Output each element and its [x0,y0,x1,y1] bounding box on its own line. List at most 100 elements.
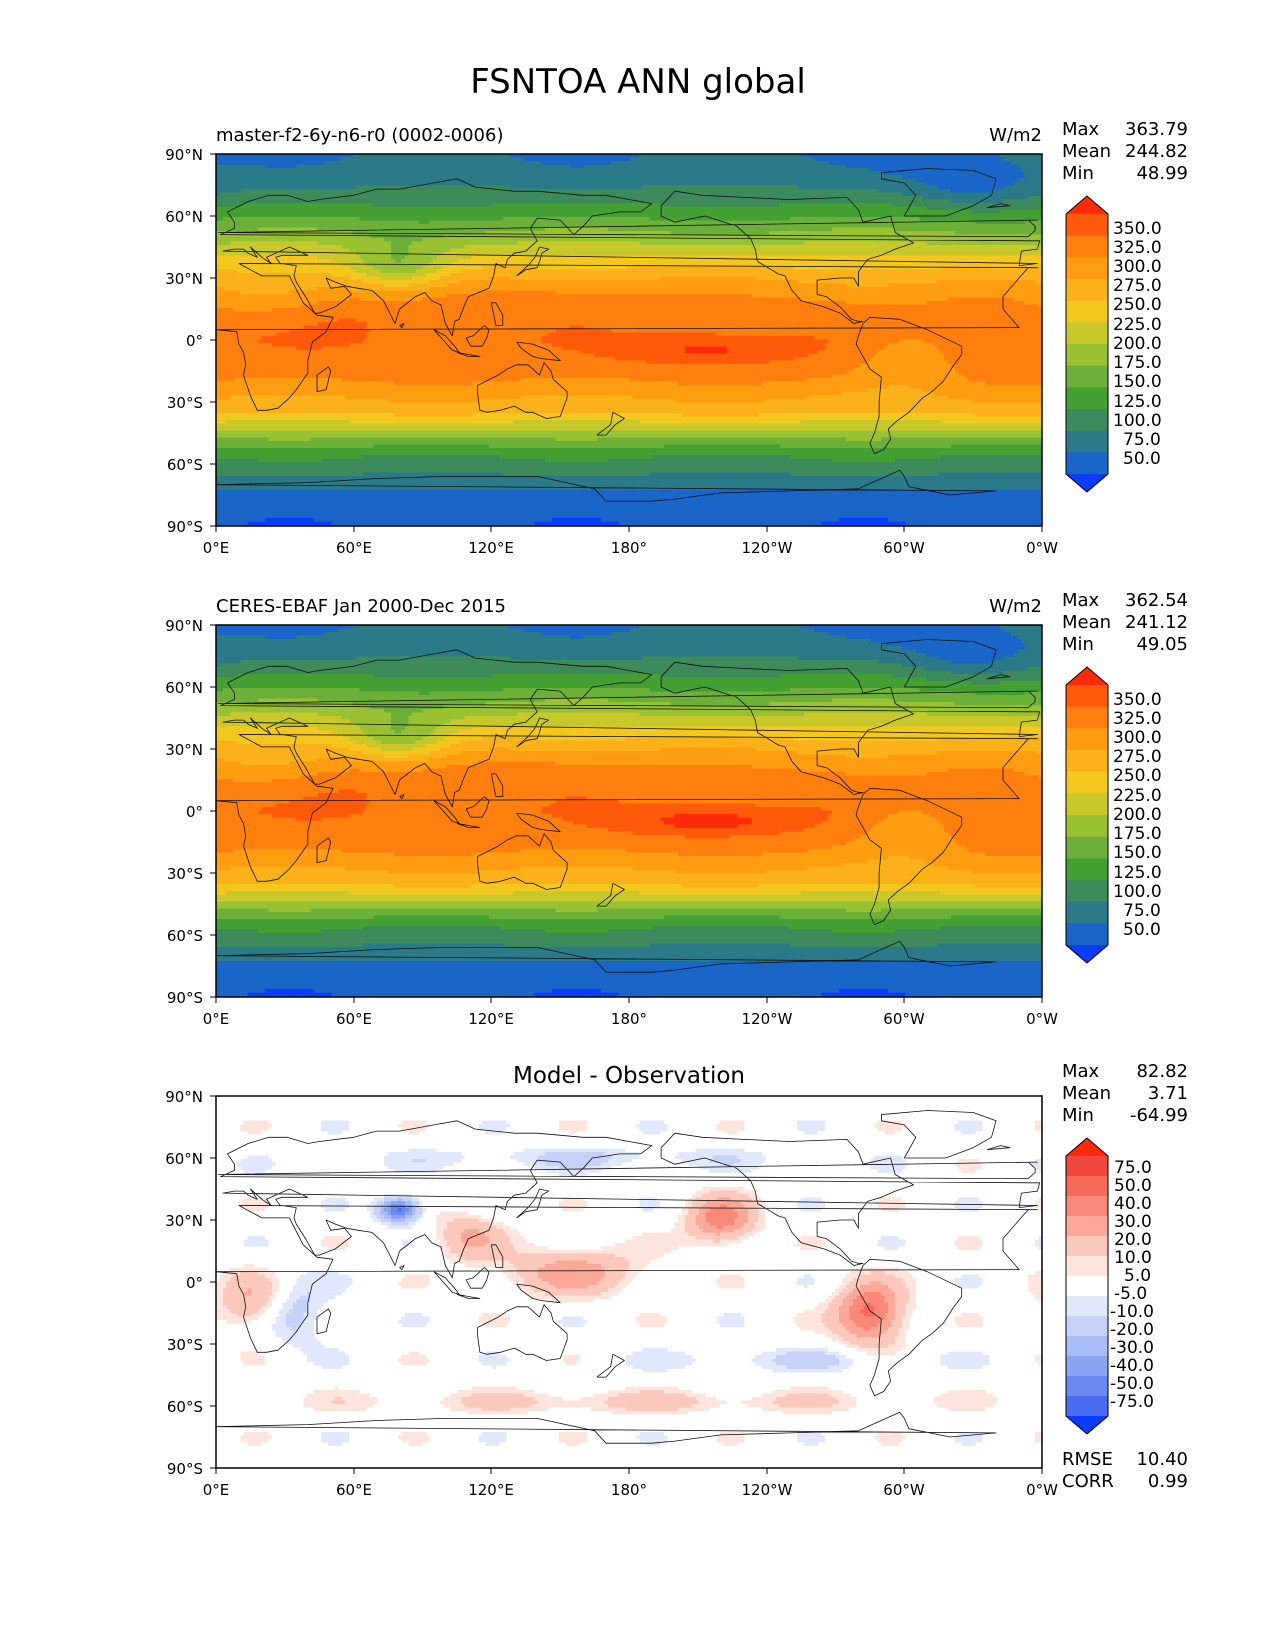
field-cell [503,175,507,179]
field-cell [587,168,591,172]
field-cell [521,161,525,165]
field-cell [356,168,360,172]
field-cell [640,158,644,162]
field-cell [955,158,959,162]
field-cell [937,189,941,193]
field-cell [629,203,633,207]
field-cell [335,221,339,225]
field-cell [906,189,910,193]
field-cell [612,158,616,162]
field-cell [591,161,595,165]
field-cell [850,196,854,200]
field-cell [276,203,280,207]
field-cell [815,182,819,186]
field-cell [685,210,689,214]
field-cell [381,179,385,183]
field-cell [458,207,462,211]
field-cell [762,203,766,207]
field-cell [349,210,353,214]
field-cell [643,165,647,169]
field-cell [510,165,514,169]
field-cell [829,200,833,204]
field-cell [962,224,966,228]
field-cell [237,175,241,179]
field-cell [969,224,973,228]
field-cell [843,203,847,207]
field-cell [811,161,815,165]
field-cell [759,193,763,197]
field-cell [860,158,864,162]
field-cell [619,214,623,218]
field-cell [727,179,731,183]
field-cell [643,158,647,162]
field-cell [713,161,717,165]
field-cell [293,193,297,197]
field-cell [983,179,987,183]
field-cell [262,200,266,204]
field-cell [566,217,570,221]
field-cell [521,196,525,200]
field-cell [370,200,374,204]
field-cell [556,196,560,200]
field-cell [857,186,861,190]
field-cell [437,196,441,200]
field-cell [398,207,402,211]
field-cell [447,221,451,225]
field-cell [720,158,724,162]
field-cell [920,186,924,190]
field-cell [759,186,763,190]
field-cell [731,168,735,172]
field-cell [769,158,773,162]
field-cell [342,158,346,162]
field-cell [377,161,381,165]
field-cell [297,217,301,221]
field-cell [587,193,591,197]
field-cell [986,186,990,190]
field-cell [517,179,521,183]
field-cell [377,196,381,200]
field-cell [318,217,322,221]
field-cell [685,214,689,218]
field-cell [552,214,556,218]
field-cell [608,158,612,162]
field-cell [594,189,598,193]
field-cell [612,221,616,225]
field-cell [349,189,353,193]
field-cell [1014,196,1018,200]
field-cell [419,224,423,228]
field-cell [346,189,350,193]
field-cell [752,168,756,172]
field-cell [279,161,283,165]
field-cell [367,172,371,176]
field-cell [258,161,262,165]
field-cell [1018,224,1022,228]
field-cell [545,161,549,165]
field-cell [584,172,588,176]
field-cell [1025,203,1029,207]
field-cell [272,200,276,204]
field-cell [1007,189,1011,193]
field-cell [395,172,399,176]
field-cell [776,165,780,169]
field-cell [797,182,801,186]
field-cell [265,221,269,225]
field-cell [769,179,773,183]
field-cell [1014,224,1018,228]
field-cell [356,200,360,204]
field-cell [237,165,241,169]
field-cell [454,182,458,186]
field-cell [388,165,392,169]
field-cell [475,189,479,193]
field-cell [678,158,682,162]
field-cell [944,158,948,162]
field-cell [934,189,938,193]
field-cell [675,210,679,214]
field-cell [965,161,969,165]
field-cell [370,196,374,200]
field-cell [804,182,808,186]
field-cell [920,217,924,221]
field-cell [815,172,819,176]
field-cell [615,224,619,228]
field-cell [1021,186,1025,190]
field-cell [860,165,864,169]
